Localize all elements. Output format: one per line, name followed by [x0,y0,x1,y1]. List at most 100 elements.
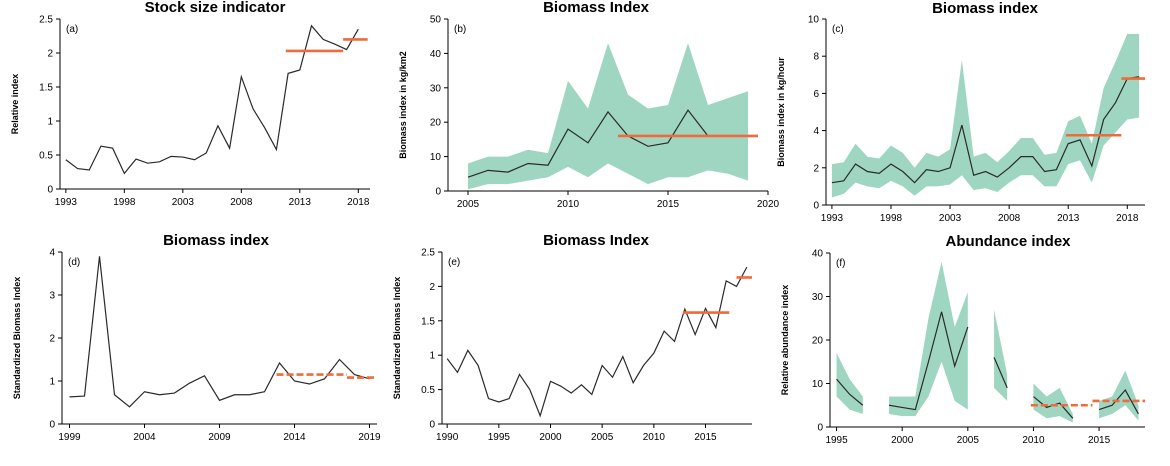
panel-label: (f) [836,258,845,269]
y-tick-label: 0 [429,420,435,431]
y-tick-label: 10 [812,379,824,390]
x-tick-label: 2019 [358,432,381,443]
x-tick-label: 2018 [347,197,370,208]
series-line [836,378,864,406]
series-line [1098,388,1139,415]
y-tick-label: 3 [49,291,55,302]
x-tick-label: 1999 [58,432,81,443]
y-tick-label: 6 [813,89,819,100]
panel-b: Biomass Index Biomass index in kg/km2 0 10 2… [398,0,780,210]
y-tick-label: 0 [817,423,823,434]
x-tick-label: 2013 [289,197,312,208]
y-axis-label: Standardized Biomass Index [392,277,402,400]
panel-label: (b) [454,24,466,35]
y-tick-label: 2 [49,334,55,345]
y-tick-label: 8 [813,52,819,63]
x-tick-label: 2005 [957,435,980,446]
x-tick-label: 1995 [825,435,848,446]
x-tick-label: 1998 [880,213,903,224]
panel-f: Abundance index Relative abundance index 0… [780,233,1145,446]
series-line [831,76,1140,184]
series-line [446,266,748,418]
x-tick-label: 2003 [172,197,195,208]
confidence-band [889,261,968,417]
x-tick-label: 2018 [1116,213,1139,224]
confidence-band [994,309,1008,401]
x-tick-label: 2020 [757,199,780,210]
y-tick-label: 2 [429,282,435,293]
y-tick-label: 4 [813,126,819,137]
panel-c: Biomass index Biomass index in kg/hour 0 2 4… [776,0,1145,224]
x-tick-label: 1990 [436,432,459,443]
panel-label: (d) [68,257,80,268]
y-tick-label: 10 [808,15,820,26]
x-tick-label: 1993 [821,213,844,224]
y-tick-label: 1.5 [421,316,435,327]
y-tick-label: 10 [430,152,442,163]
x-tick-label: 2010 [1022,435,1045,446]
y-tick-label: 20 [430,118,442,129]
y-axis-label: Standardized Biomass Index [12,277,22,400]
y-tick-label: 50 [430,15,442,26]
y-tick-label: 30 [812,292,824,303]
y-tick-label: 20 [812,336,824,347]
y-tick-label: 2 [47,49,53,60]
series-line [888,311,969,411]
y-tick-label: 0 [435,187,441,198]
panel-title: Stock size indicator [145,0,286,16]
y-tick-label: 0.5 [39,151,53,162]
series-line [65,24,359,175]
x-tick-label: 1998 [113,197,136,208]
y-tick-label: 2 [813,163,819,174]
panel-title: Biomass index [163,232,270,249]
y-tick-label: 1 [49,377,55,388]
confidence-band [836,353,863,414]
y-tick-label: 0 [47,185,53,196]
series-line [467,109,709,178]
series-line [993,357,1008,389]
x-tick-label: 2013 [1057,213,1080,224]
x-tick-label: 1993 [55,197,78,208]
y-axis-label: Relative abundance index [780,285,790,396]
y-tick-label: 30 [430,83,442,94]
y-tick-label: 0 [813,201,819,212]
x-tick-label: 2004 [133,432,156,443]
x-tick-label: 2015 [694,432,717,443]
y-tick-label: 1 [429,351,435,362]
y-tick-label: 1.5 [39,83,53,94]
y-tick-label: 40 [430,49,442,60]
x-tick-label: 2010 [643,432,666,443]
x-tick-label: 2009 [208,432,231,443]
panel-title: Biomass Index [543,0,650,16]
panel-title: Abundance index [945,233,1071,250]
x-tick-label: 1995 [488,432,511,443]
series-line [69,256,370,408]
y-axis-label: Biomass index in kg/hour [776,57,786,167]
y-tick-label: 40 [812,249,824,260]
panel-label: (e) [448,257,460,268]
y-axis-label: Relative index [10,74,20,135]
panel-label: (c) [832,24,844,35]
x-tick-label: 2008 [998,213,1021,224]
x-tick-label: 2000 [891,435,914,446]
confidence-band [1033,383,1073,423]
panel-e: Biomass Index Standardized Biomass Index 0… [392,232,752,443]
x-tick-label: 2008 [230,197,253,208]
y-tick-label: 1 [47,117,53,128]
x-tick-label: 2003 [939,213,962,224]
x-tick-label: 2014 [283,432,306,443]
panel-d: Biomass index Standardized Biomass Index 0… [12,232,381,443]
x-tick-label: 2005 [591,432,614,443]
x-tick-label: 2010 [557,199,580,210]
panel-label: (a) [66,24,78,35]
y-tick-label: 0 [49,420,55,431]
confidence-band [468,43,748,190]
panel-a: Stock size indicator Relative index 0 0.5 1 1… [10,0,370,208]
y-tick-label: 4 [49,248,55,259]
y-axis-label: Biomass index in kg/km2 [398,51,408,159]
x-tick-label: 2005 [457,199,480,210]
x-tick-label: 2015 [1088,435,1111,446]
panel-title: Biomass index [932,0,1039,17]
y-tick-label: 2.5 [421,248,435,259]
x-tick-label: 2015 [657,199,680,210]
